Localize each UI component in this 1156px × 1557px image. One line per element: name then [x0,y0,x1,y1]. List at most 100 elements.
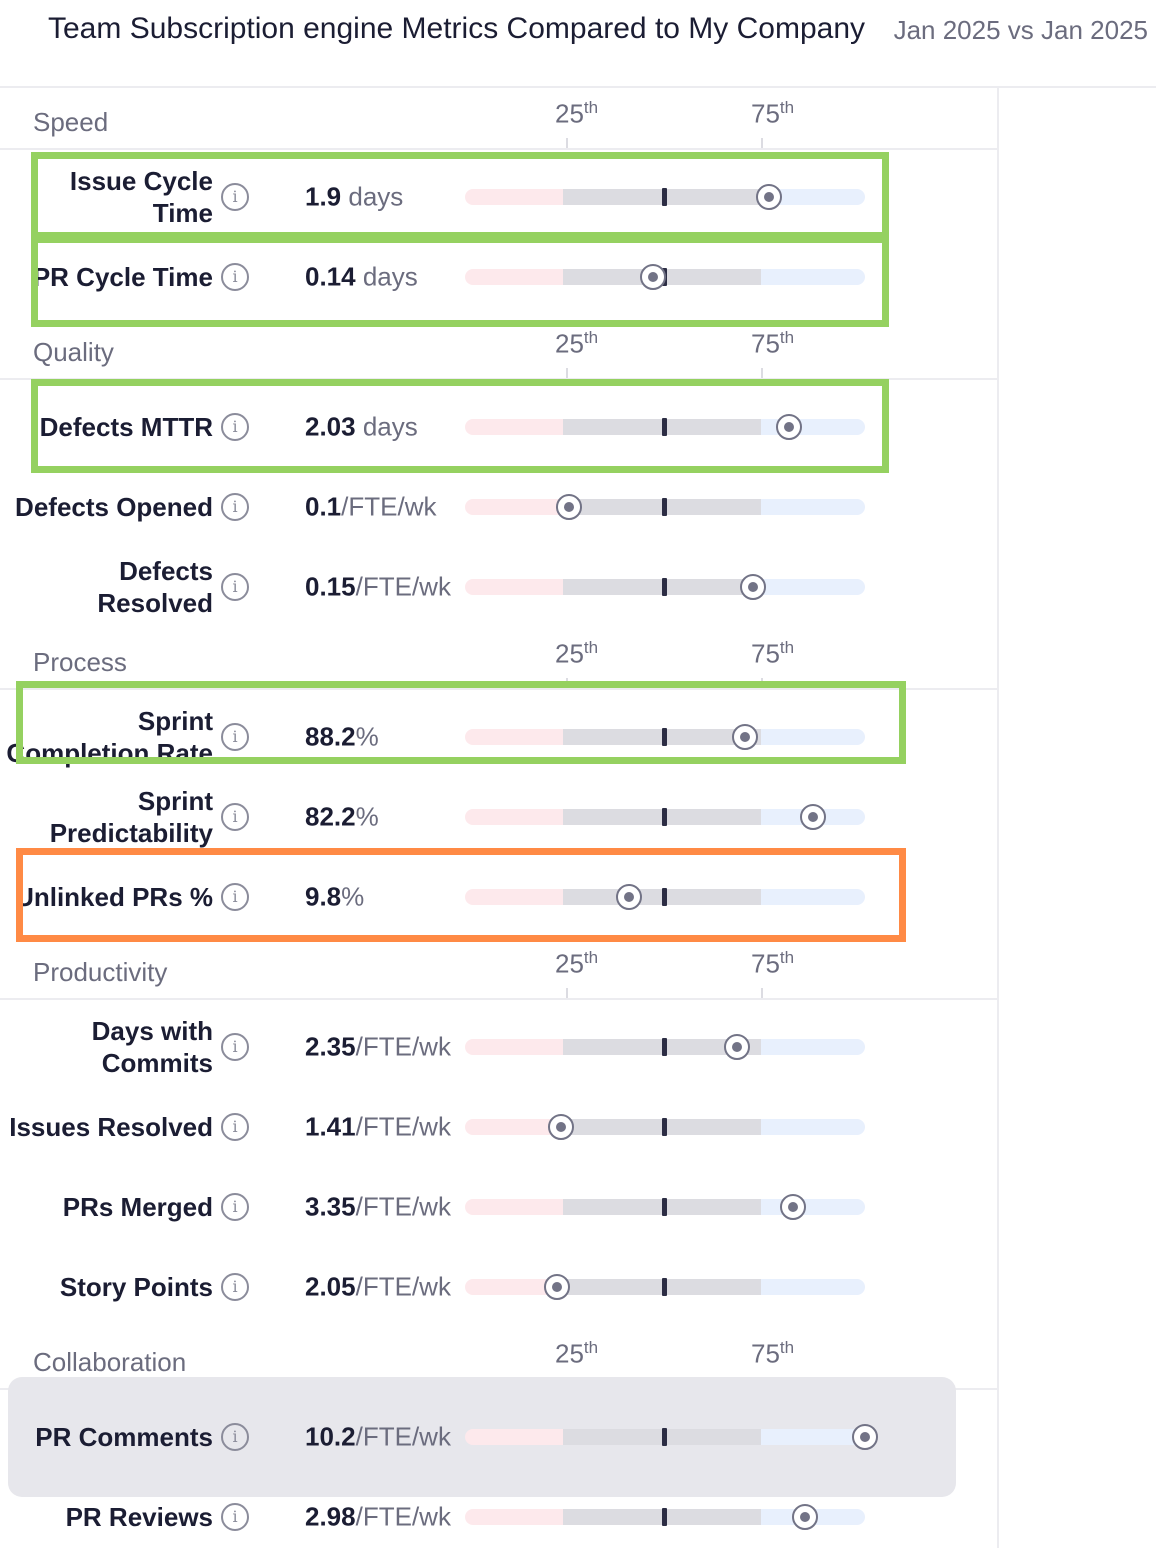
percentile-75-tick [761,368,763,378]
team-position-marker[interactable] [732,724,758,750]
median-marker [662,1278,667,1296]
metric-name: Defects Opened [15,492,213,522]
metric-unit: /FTE/wk [355,1501,451,1532]
median-marker [662,578,667,596]
section-label: Process [33,647,127,677]
metric-row[interactable]: PR Comments i 10.2/FTE/wk [0,1377,998,1497]
percentile-75-tick [761,138,763,148]
green-highlight-box [31,379,889,473]
metric-row[interactable]: Story Points i 2.05/FTE/wk [0,1247,998,1327]
metric-number: 1.9 [305,181,342,212]
percentile-75-tick [761,988,763,998]
metric-number: 10.2 [305,1421,356,1452]
info-icon[interactable]: i [221,183,249,211]
metric-row[interactable]: PRs Merged i 3.35/FTE/wk [0,1167,998,1247]
metric-row[interactable]: Defects Resolved i 0.15/FTE/wk [0,547,998,627]
metric-number: 0.14 [305,261,356,292]
metric-row[interactable]: Issues Resolved i 1.41/FTE/wk [0,1087,998,1167]
section-speed: Speed 25th 75th [0,86,998,150]
section-label: Quality [33,337,114,367]
percentile-75-label: 75th [751,98,795,129]
metric-value: 1.41/FTE/wk [305,1112,451,1143]
percentile-25-label: 25th [555,98,599,129]
metric-name: PR Reviews [65,1502,213,1532]
bar-segment-above-75th [761,1199,865,1215]
bar-segment-above-75th [761,1279,865,1295]
metric-row[interactable]: Sprint Predictability i 82.2% [0,777,998,857]
median-marker [662,418,667,436]
bar-segment-below-25th [465,499,563,515]
percentile-bar [465,499,865,515]
metric-number: 82.2 [305,801,356,832]
percentile-25-label: 25th [555,638,599,669]
metric-number: 2.35 [305,1031,356,1062]
metric-unit: /FTE/wk [355,1191,451,1222]
bar-segment-above-75th [761,579,865,595]
green-highlight-box [31,236,889,327]
metric-value: 0.15/FTE/wk [305,572,451,603]
team-position-marker[interactable] [852,1424,878,1450]
metric-value: 1.9 days [305,182,403,213]
metric-number: 2.03 [305,411,356,442]
team-position-marker[interactable] [740,574,766,600]
metric-unit: /FTE/wk [355,1111,451,1142]
metric-row[interactable]: Issue Cycle Time i 1.9 days [0,157,998,237]
metric-name: Defects Resolved [97,556,213,618]
bar-segment-above-75th [761,1119,865,1135]
page-title: Team Subscription engine Metrics Compare… [48,12,866,45]
bar-segment-above-75th [761,729,865,745]
section-divider [0,688,998,690]
section-divider [0,148,998,150]
metric-row[interactable]: Defects MTTR i 2.03 days [0,387,998,467]
median-marker [662,728,667,746]
info-icon[interactable]: i [221,1193,249,1221]
info-icon[interactable]: i [221,1503,249,1531]
median-marker [662,1118,667,1136]
bar-segment-above-75th [761,1429,865,1445]
team-position-marker[interactable] [640,264,666,290]
info-icon[interactable]: i [221,1423,249,1451]
bar-segment-below-25th [465,729,563,745]
metric-row[interactable]: Unlinked PRs % i 9.8% [0,857,998,937]
info-icon[interactable]: i [221,883,249,911]
team-position-marker[interactable] [556,494,582,520]
metric-row[interactable]: PR Reviews i 2.98/FTE/wk [0,1477,998,1557]
bar-segment-below-25th [465,269,563,285]
date-range[interactable]: Jan 2025 vs Jan 2025 [893,15,1148,45]
team-position-marker[interactable] [756,184,782,210]
metric-row[interactable]: Days with Commits i 2.35/FTE/wk [0,1007,998,1087]
info-icon[interactable]: i [221,573,249,601]
metric-number: 88.2 [305,721,356,752]
team-position-marker[interactable] [724,1034,750,1060]
info-icon[interactable]: i [221,1113,249,1141]
info-icon[interactable]: i [221,803,249,831]
team-position-marker[interactable] [548,1114,574,1140]
info-icon[interactable]: i [221,1273,249,1301]
metric-value: 88.2% [305,722,379,753]
team-position-marker[interactable] [792,1504,818,1530]
median-marker [662,1198,667,1216]
info-icon[interactable]: i [221,263,249,291]
team-position-marker[interactable] [800,804,826,830]
team-position-marker[interactable] [776,414,802,440]
metric-unit: /FTE/wk [355,571,451,602]
percentile-75-label: 75th [751,328,795,359]
metric-value: 9.8% [305,882,364,913]
team-position-marker[interactable] [780,1194,806,1220]
bar-segment-below-25th [465,1119,563,1135]
percentile-75-label: 75th [751,948,795,979]
green-highlight-box [31,152,889,239]
section-productivity: Productivity 25th 75th [0,936,998,1000]
info-icon[interactable]: i [221,1033,249,1061]
metric-row[interactable]: PR Cycle Time i 0.14 days [0,237,998,317]
metric-unit: % [355,801,379,832]
info-icon[interactable]: i [221,723,249,751]
metric-number: 0.15 [305,571,356,602]
metric-row[interactable]: Defects Opened i 0.1/FTE/wk [0,467,998,547]
team-position-marker[interactable] [616,884,642,910]
metric-value: 10.2/FTE/wk [305,1422,451,1453]
info-icon[interactable]: i [221,493,249,521]
team-position-marker[interactable] [544,1274,570,1300]
median-marker [662,1038,667,1056]
info-icon[interactable]: i [221,413,249,441]
